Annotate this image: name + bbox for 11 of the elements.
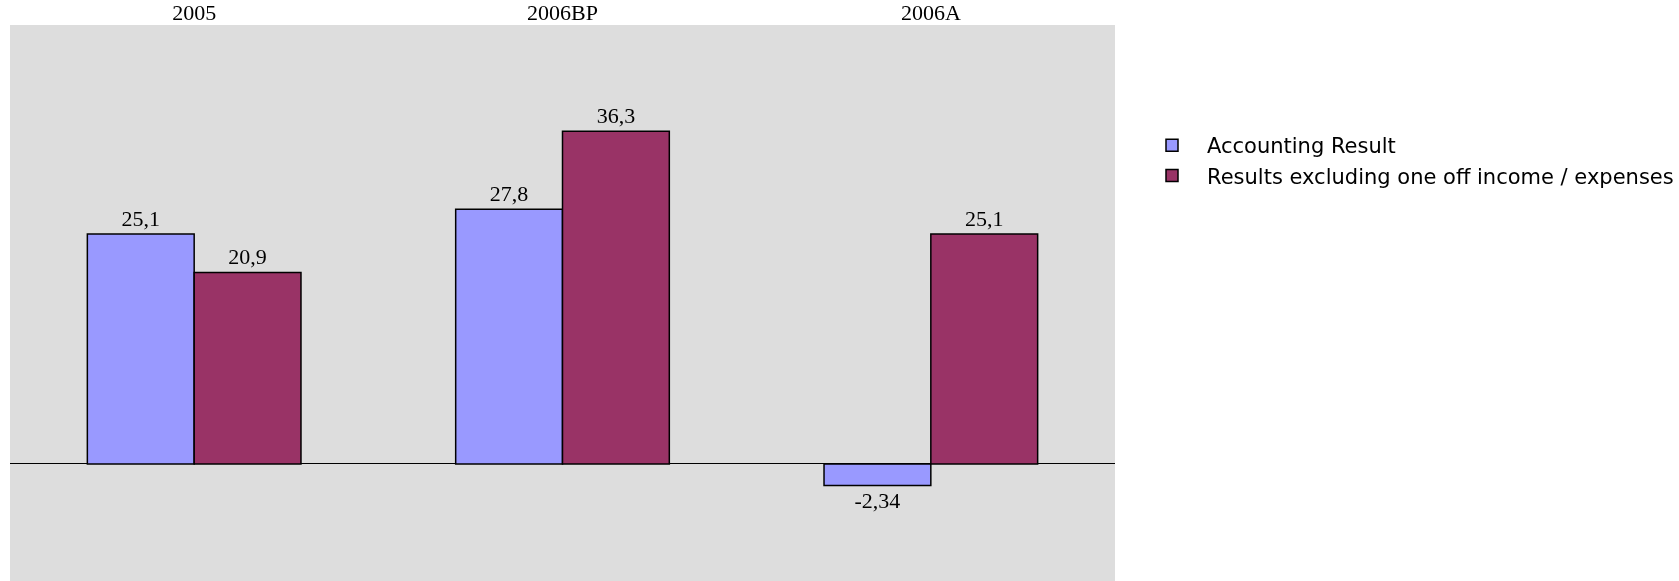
x-tick-label: 2005 — [172, 0, 217, 25]
data-label: 27,8 — [489, 181, 529, 207]
data-label: -2,34 — [854, 488, 901, 514]
x-tick-label: 2006A — [900, 0, 961, 25]
data-label: 36,3 — [596, 103, 636, 129]
data-label: 25,1 — [964, 205, 1004, 231]
x-tick-label: 2006BP — [527, 0, 598, 25]
legend-label: Results excluding one off income / expenses — [1207, 164, 1674, 189]
legend-label: Accounting Result — [1207, 134, 1396, 159]
data-label: 20,9 — [228, 244, 267, 270]
data-label: 25,1 — [121, 205, 161, 231]
